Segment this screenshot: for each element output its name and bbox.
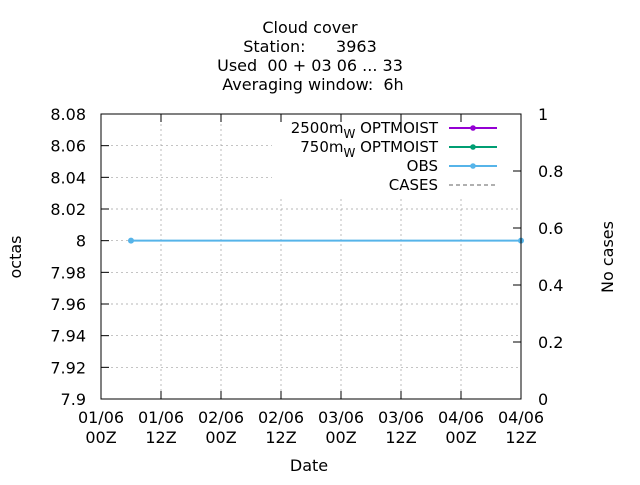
chart-title: Cloud cover Station: 3963 Used 00 + 03 0… — [217, 18, 404, 94]
x-tick-label-hour: 12Z — [505, 428, 536, 447]
legend-subscript: W — [343, 127, 355, 141]
y-tick-label: 8 — [76, 232, 86, 251]
y2-axis-ticks: 0 0.2 0.4 0.6 0.8 1 — [513, 105, 563, 409]
y-axis-ticks: 7.9 7.92 7.94 7.96 7.98 8 8.02 8.04 8.06 8.08 — [50, 105, 109, 409]
y2-tick-label: 0.2 — [538, 333, 563, 352]
x-tick-label-hour: 00Z — [325, 428, 356, 447]
title-line-4: Averaging window: 6h — [222, 75, 403, 94]
y-tick-label: 7.92 — [50, 358, 86, 377]
legend-label-1: 750mW OPTMOIST — [300, 138, 439, 160]
legend-subscript: W — [343, 146, 355, 160]
x-tick-label-date: 01/06 — [78, 408, 124, 427]
y2-tick-label: 0.4 — [538, 276, 563, 295]
x-tick-label-date: 01/06 — [138, 408, 184, 427]
title-line-2: Station: 3963 — [243, 37, 377, 56]
x-tick-label-hour: 12Z — [145, 428, 176, 447]
y-tick-label: 7.94 — [50, 327, 86, 346]
y-tick-label: 8.06 — [50, 137, 86, 156]
x-tick-label-date: 03/06 — [378, 408, 424, 427]
x-axis-ticks: 01/0600Z01/0612Z02/0600Z02/0612Z03/0600Z… — [78, 114, 544, 447]
x-tick-label-hour: 12Z — [265, 428, 296, 447]
plot-frame — [100, 113, 522, 400]
legend-label-0: 2500mW OPTMOIST — [291, 119, 439, 141]
legend-sample-point — [470, 125, 476, 131]
legend-sample-point — [470, 163, 476, 169]
y2-tick-label: 0.8 — [538, 162, 563, 181]
y-tick-label: 7.96 — [50, 295, 86, 314]
y-tick-label: 7.98 — [50, 263, 86, 282]
x-tick-label-hour: 00Z — [445, 428, 476, 447]
legend-name: 750m — [300, 138, 343, 156]
legend-suffix: OPTMOIST — [355, 138, 438, 156]
legend-name: CASES — [389, 176, 438, 194]
legend-background — [272, 116, 519, 196]
y2-axis-label: No cases — [598, 221, 617, 293]
legend-label-3: CASES — [389, 176, 438, 194]
x-tick-label-date: 04/06 — [438, 408, 484, 427]
x-tick-label-hour: 12Z — [385, 428, 416, 447]
x-axis-label: Date — [290, 456, 328, 475]
x-tick-label-date: 03/06 — [318, 408, 364, 427]
legend-sample-point — [470, 144, 476, 150]
y-tick-label: 8.02 — [50, 200, 86, 219]
y2-tick-label: 1 — [538, 105, 548, 124]
y-tick-label: 8.08 — [50, 105, 86, 124]
x-tick-label-hour: 00Z — [205, 428, 236, 447]
legend-name: 2500m — [291, 119, 344, 137]
y2-tick-label: 0.6 — [538, 219, 563, 238]
y-tick-label: 8.04 — [50, 168, 86, 187]
x-tick-label-date: 02/06 — [258, 408, 304, 427]
x-tick-label-date: 02/06 — [198, 408, 244, 427]
y-tick-label: 7.9 — [61, 390, 86, 409]
title-line-3: Used 00 + 03 06 ... 33 — [217, 56, 403, 75]
legend-suffix: OPTMOIST — [355, 119, 438, 137]
y2-tick-label: 0 — [538, 390, 548, 409]
x-tick-label-hour: 00Z — [85, 428, 116, 447]
legend-name: OBS — [407, 157, 438, 175]
title-line-1: Cloud cover — [262, 18, 358, 37]
x-tick-label-date: 04/06 — [498, 408, 544, 427]
series-layer — [128, 237, 524, 244]
legend-label-2: OBS — [407, 157, 438, 175]
data-point-obs — [128, 237, 134, 244]
y-axis-label: octas — [6, 236, 25, 279]
